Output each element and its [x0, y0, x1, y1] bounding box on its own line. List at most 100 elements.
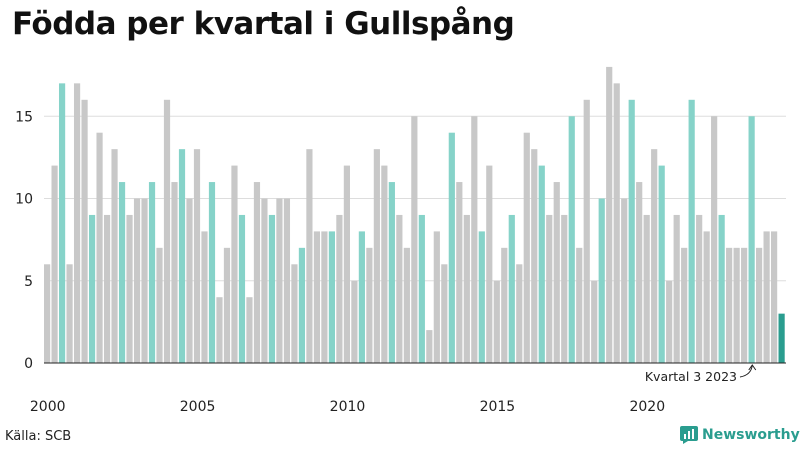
- bar: [126, 214, 133, 363]
- bar: [193, 149, 201, 363]
- bar: [156, 247, 163, 363]
- bar: [58, 83, 66, 363]
- bar: [471, 116, 478, 363]
- bar: [396, 214, 403, 363]
- bar: [111, 149, 118, 363]
- bar: [148, 182, 156, 363]
- bar: [583, 99, 590, 364]
- bar: [763, 231, 770, 363]
- bar: [261, 198, 268, 363]
- bar: [223, 247, 231, 363]
- bar: [388, 182, 395, 363]
- brand-name: Newsworthy: [702, 427, 800, 443]
- bar: [163, 99, 171, 364]
- bar: [51, 165, 58, 363]
- bar: [463, 214, 470, 363]
- bar: [493, 280, 500, 363]
- bar: [246, 297, 253, 363]
- bar: [448, 132, 455, 363]
- bar: [591, 280, 598, 363]
- bar: [523, 132, 530, 363]
- bar: [456, 182, 463, 363]
- bars: [44, 66, 785, 364]
- bar: [568, 116, 575, 363]
- brand-logo[interactable]: Newsworthy: [680, 426, 800, 444]
- bar: [651, 149, 658, 363]
- bar: [358, 231, 365, 363]
- bar: [696, 214, 703, 363]
- bar: [351, 280, 358, 363]
- bar: [336, 214, 343, 363]
- bar: [538, 165, 545, 363]
- bar: [291, 264, 298, 363]
- bar: [771, 231, 778, 363]
- bar: [283, 198, 291, 363]
- bar: [606, 66, 613, 364]
- bar: [688, 99, 695, 364]
- bar: [711, 116, 718, 363]
- bar: [741, 247, 748, 363]
- bar: [381, 165, 388, 363]
- bar: [73, 83, 81, 363]
- bar: [658, 165, 665, 363]
- annotation-arrowhead: [748, 364, 757, 371]
- y-tick-label: 15: [15, 109, 33, 125]
- bar: [411, 116, 418, 363]
- bar: [673, 214, 680, 363]
- bar: [516, 264, 523, 363]
- bar: [733, 247, 740, 363]
- bar: [531, 149, 538, 363]
- bar: [103, 214, 111, 363]
- bar: [253, 182, 261, 363]
- x-tick-label: 2010: [330, 399, 366, 415]
- y-tick-label: 0: [24, 356, 33, 372]
- annotation: Kvartal 3 2023: [645, 364, 757, 384]
- bar: [561, 214, 568, 363]
- source-note: Källa: SCB: [5, 429, 72, 444]
- bar: [298, 247, 306, 363]
- bar: [576, 247, 583, 363]
- bar: [306, 149, 313, 363]
- bar: [598, 198, 605, 363]
- bar: [186, 198, 193, 363]
- bar: [216, 297, 223, 363]
- bar: [118, 182, 126, 363]
- bar: [141, 198, 148, 363]
- newsworthy-logo-icon: [680, 426, 698, 444]
- y-tick-label: 5: [24, 274, 33, 290]
- bar: [433, 231, 440, 363]
- bar: [268, 214, 276, 363]
- bar: [478, 231, 485, 363]
- bar: [373, 149, 380, 363]
- x-tick-label: 2020: [629, 399, 665, 415]
- bar: [66, 264, 73, 363]
- bar: [208, 182, 216, 363]
- bar: [88, 214, 96, 363]
- bar: [328, 231, 335, 363]
- annotation-text: Kvartal 3 2023: [645, 369, 737, 384]
- bar: [726, 247, 733, 363]
- bar: [171, 182, 178, 363]
- bar: [238, 214, 246, 363]
- chart-title: Födda per kvartal i Gullspång: [12, 6, 515, 42]
- bar: [628, 99, 635, 364]
- bar: [44, 264, 51, 363]
- bar: [418, 214, 425, 363]
- x-tick-label: 2000: [30, 399, 66, 415]
- bar: [81, 99, 88, 364]
- bar: [546, 214, 553, 363]
- bar: [276, 198, 283, 363]
- x-tick-label: 2005: [180, 399, 216, 415]
- annotation-arrow: [739, 364, 753, 378]
- bar: [636, 182, 643, 363]
- bar: [718, 214, 725, 363]
- bar: [703, 231, 710, 363]
- bar: [403, 247, 410, 363]
- bar: [486, 165, 493, 363]
- bar: [501, 247, 508, 363]
- bar: [441, 264, 448, 363]
- bar: [321, 231, 328, 363]
- bar: [748, 116, 755, 363]
- bar: [231, 165, 238, 363]
